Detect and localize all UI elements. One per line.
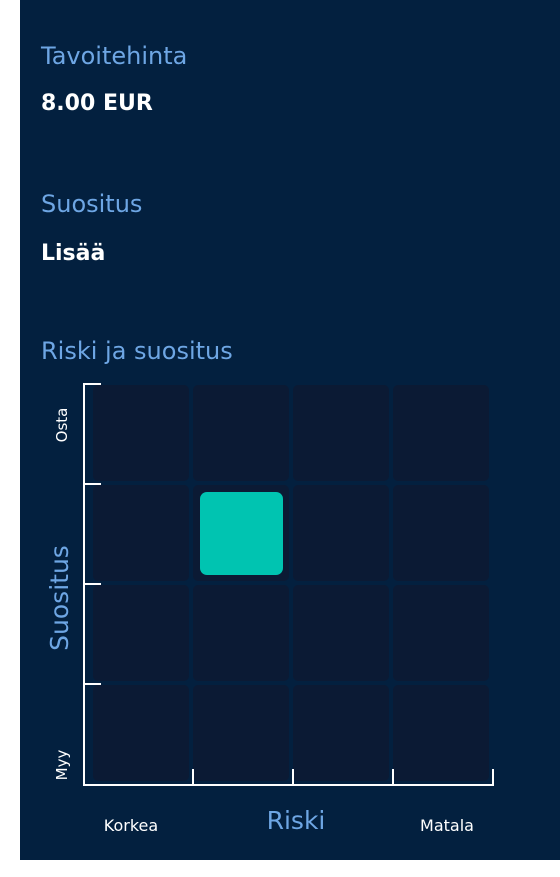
selected-cell (200, 492, 283, 575)
cell (393, 585, 489, 681)
y-bottom-label: Myy (53, 750, 71, 781)
cell (193, 385, 289, 481)
cell (193, 585, 289, 681)
cells (93, 385, 489, 781)
cell (293, 685, 389, 781)
cell (93, 685, 189, 781)
cell (93, 385, 189, 481)
cell (393, 385, 489, 481)
matrix-title: Riski ja suositus (41, 337, 233, 365)
cell (293, 385, 389, 481)
x-right-label: Matala (420, 816, 474, 835)
x-left-label: Korkea (104, 816, 158, 835)
value: 8.00 EUR (41, 91, 153, 116)
value: Lisää (41, 241, 106, 266)
y-top-label: Osta (53, 408, 71, 443)
cell (93, 585, 189, 681)
label: Suositus (41, 190, 143, 218)
cell (293, 485, 389, 581)
label: Tavoitehinta (41, 42, 188, 70)
cell (93, 485, 189, 581)
y-axis-label: Suositus (45, 545, 74, 651)
x-axis-label: Riski (267, 806, 326, 835)
cell (393, 485, 489, 581)
cell (293, 585, 389, 681)
cell (193, 685, 289, 781)
cell (393, 685, 489, 781)
